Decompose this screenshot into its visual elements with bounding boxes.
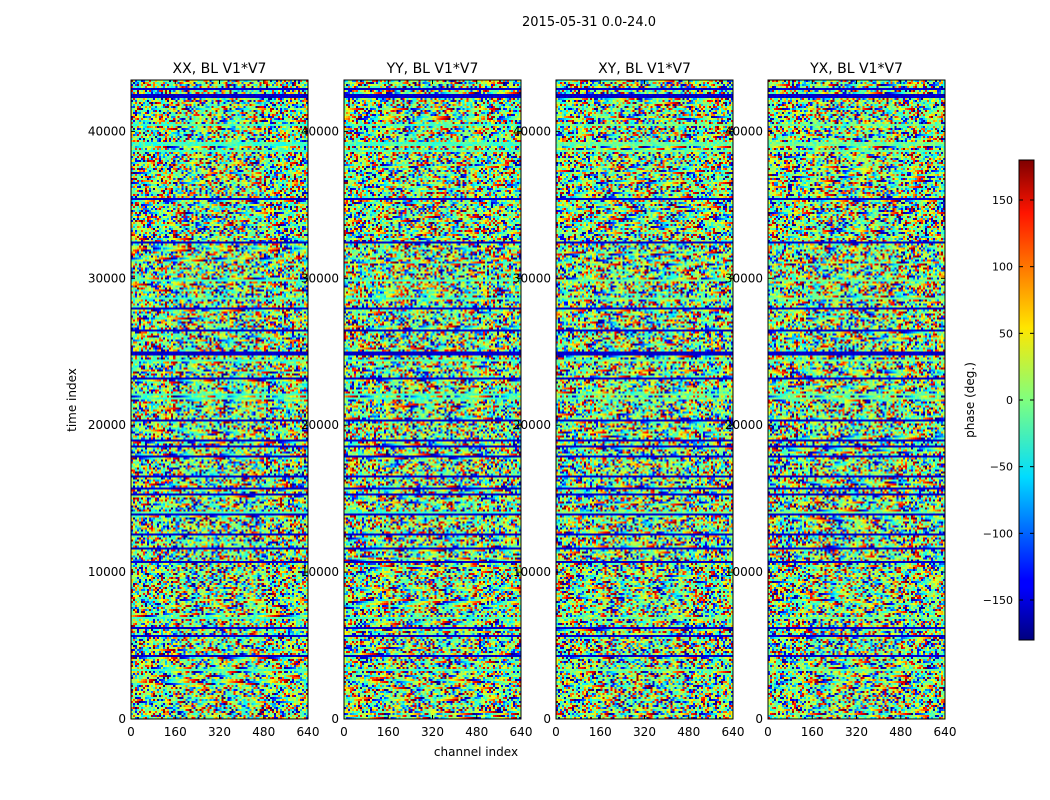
panel-yx: YX, BL V1*V7 0 160 320 480 640 0 10000 20000 3000… [725,61,957,739]
panel-title: YY, BL V1*V7 [386,61,479,77]
colorbar-ticks: −150 −100 −50 0 50 100 150 [983,194,1034,607]
panel-title: YX, BL V1*V7 [809,61,903,77]
colorbar-tick-label: −150 [983,594,1013,607]
y-tick-label: 0 [755,712,763,726]
y-axis-label: time index [65,368,79,432]
x-tick-label: 320 [421,725,444,739]
x-tick-label: 320 [633,725,656,739]
y-tick-label: 0 [331,712,339,726]
x-tick-label: 0 [340,725,348,739]
panel-xx: XX, BL V1*V7 0 160 320 480 640 0 10000 20000 3000… [88,61,320,739]
figure-suptitle: 2015-05-31 0.0-24.0 [522,15,656,30]
panel-yy: YY, BL V1*V7 0 160 320 480 640 0 10000 20000 3000… [301,61,533,739]
x-tick-label: 160 [164,725,187,739]
x-tick-label: 480 [677,725,700,739]
colorbar-tick-label: 0 [1006,394,1013,407]
x-tick-label: 320 [845,725,868,739]
y-tick-label: 30000 [513,271,551,285]
heatmap-image [768,80,945,719]
y-tick-label: 0 [118,712,126,726]
colorbar-tick-label: 50 [999,327,1013,340]
colorbar: −150 −100 −50 0 50 100 150 phase (deg.) [963,159,1035,641]
y-tick-label: 20000 [88,418,126,432]
colorbar-tick-label: 100 [992,261,1013,274]
x-tick-label: 640 [297,725,320,739]
x-tick-label: 640 [510,725,533,739]
heatmap-image [344,80,521,719]
y-tick-label: 30000 [88,271,126,285]
y-tick-label: 30000 [725,271,763,285]
panel-title: XY, BL V1*V7 [598,61,691,77]
y-tick-label: 20000 [725,418,763,432]
colorbar-tick-label: 150 [992,194,1013,207]
colorbar-tick-label: −50 [990,461,1013,474]
y-tick-label: 40000 [88,124,126,138]
x-tick-label: 480 [465,725,488,739]
y-tick-label: 30000 [301,271,339,285]
x-tick-label: 640 [934,725,957,739]
panels: XX, BL V1*V7 0 160 320 480 640 0 10000 20000 3000… [88,61,957,739]
x-tick-label: 160 [377,725,400,739]
y-tick-label: 10000 [88,565,126,579]
x-tick-label: 0 [552,725,560,739]
y-tick-label: 20000 [513,418,551,432]
x-axis-label: channel index [434,745,518,759]
y-tick-label: 20000 [301,418,339,432]
x-tick-label: 480 [252,725,275,739]
x-tick-label: 480 [889,725,912,739]
heatmap-image [131,80,308,719]
x-tick-label: 640 [722,725,745,739]
y-tick-label: 0 [543,712,551,726]
y-tick-label: 40000 [513,124,551,138]
y-tick-label: 10000 [513,565,551,579]
y-tick-label: 40000 [301,124,339,138]
y-tick-label: 10000 [301,565,339,579]
panel-xy: XY, BL V1*V7 0 160 320 480 640 0 10000 20000 3000… [513,61,745,739]
x-tick-label: 0 [764,725,772,739]
y-tick-label: 10000 [725,565,763,579]
panel-title: XX, BL V1*V7 [173,61,267,77]
x-tick-label: 320 [208,725,231,739]
x-tick-label: 160 [589,725,612,739]
colorbar-label: phase (deg.) [963,362,977,438]
heatmap-image [556,80,733,719]
y-tick-label: 40000 [725,124,763,138]
x-tick-label: 0 [127,725,135,739]
colorbar-tick-label: −100 [983,527,1013,540]
x-tick-label: 160 [801,725,824,739]
